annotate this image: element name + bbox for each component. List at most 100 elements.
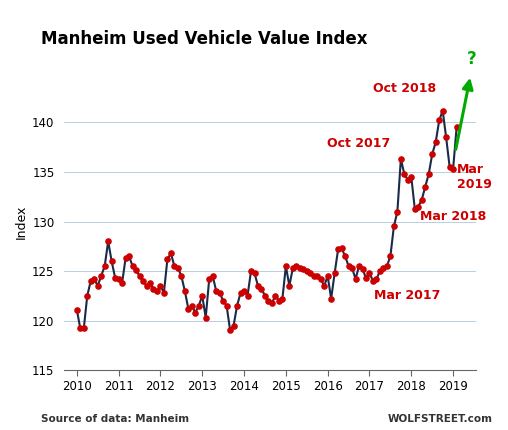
Point (223, 302, 231, 309)
Point (139, 277, 147, 284)
Point (240, 287, 248, 294)
Point (303, 267, 311, 274)
Point (219, 297, 227, 304)
Point (153, 287, 161, 294)
Point (442, 134, 450, 141)
Point (156, 283, 165, 289)
Point (191, 309, 199, 316)
Point (355, 263, 363, 270)
Point (400, 171, 408, 178)
Point (132, 267, 140, 273)
Point (181, 287, 189, 294)
Point (243, 292, 251, 299)
Point (421, 183, 429, 190)
Point (397, 156, 405, 163)
Point (233, 302, 241, 309)
Point (410, 205, 419, 212)
Text: WOLFSTREET.com: WOLFSTREET.com (388, 414, 493, 424)
Text: Source of data: Manheim: Source of data: Manheim (41, 414, 189, 424)
Point (268, 299, 276, 306)
Point (264, 297, 272, 304)
Point (167, 250, 175, 257)
Point (278, 295, 287, 302)
Point (337, 245, 345, 252)
Point (164, 256, 172, 263)
Point (230, 322, 238, 329)
Point (359, 266, 367, 273)
Point (425, 171, 433, 178)
Point (76, 325, 84, 332)
Point (327, 295, 335, 302)
Point (428, 150, 436, 157)
Point (453, 124, 461, 131)
Point (324, 273, 332, 280)
Point (299, 266, 307, 273)
Point (188, 302, 196, 309)
Point (209, 273, 217, 280)
Point (310, 273, 318, 280)
Point (97, 273, 105, 280)
Point (372, 276, 380, 283)
Point (275, 297, 283, 304)
Point (438, 107, 447, 114)
Point (379, 264, 388, 271)
Point (87, 277, 95, 284)
Point (160, 289, 168, 296)
Point (334, 246, 342, 253)
Point (226, 327, 234, 334)
Point (202, 314, 210, 321)
Point (118, 280, 126, 286)
Point (101, 263, 109, 270)
Point (446, 163, 454, 170)
Point (331, 270, 339, 276)
Text: Oct 2018: Oct 2018 (373, 82, 436, 95)
Point (215, 289, 224, 296)
Point (198, 292, 206, 299)
Point (108, 258, 116, 264)
Text: ?: ? (467, 50, 477, 68)
Point (111, 274, 119, 281)
Point (393, 208, 401, 215)
Point (432, 139, 440, 146)
Point (414, 203, 422, 210)
Point (115, 276, 123, 283)
Point (285, 283, 294, 289)
Point (390, 223, 398, 230)
Text: Manheim Used Vehicle Value Index: Manheim Used Vehicle Value Index (41, 30, 367, 48)
Point (237, 289, 245, 296)
Text: Mar
2019: Mar 2019 (457, 163, 492, 191)
Point (348, 264, 356, 271)
Point (296, 264, 304, 271)
Point (73, 306, 81, 313)
Point (365, 270, 373, 276)
Point (306, 270, 314, 276)
Y-axis label: Index: Index (15, 204, 28, 239)
Point (170, 263, 178, 270)
Point (258, 286, 266, 292)
Point (261, 292, 269, 299)
Point (104, 238, 112, 245)
Point (80, 325, 88, 332)
Point (254, 283, 262, 289)
Point (369, 277, 377, 284)
Text: Mar 2017: Mar 2017 (374, 289, 440, 302)
Point (271, 292, 279, 299)
Point (407, 173, 416, 180)
Point (313, 273, 321, 280)
Point (282, 263, 290, 270)
Point (149, 286, 157, 292)
Text: Oct 2017: Oct 2017 (327, 137, 390, 150)
Point (383, 263, 391, 270)
Point (386, 253, 394, 260)
Point (195, 302, 203, 309)
Point (344, 263, 353, 270)
Point (449, 166, 457, 172)
Point (435, 117, 443, 124)
Point (362, 274, 370, 281)
Point (93, 283, 102, 289)
Point (136, 273, 144, 280)
Point (174, 264, 182, 271)
Point (177, 273, 185, 280)
Point (289, 264, 297, 271)
Point (90, 276, 99, 283)
